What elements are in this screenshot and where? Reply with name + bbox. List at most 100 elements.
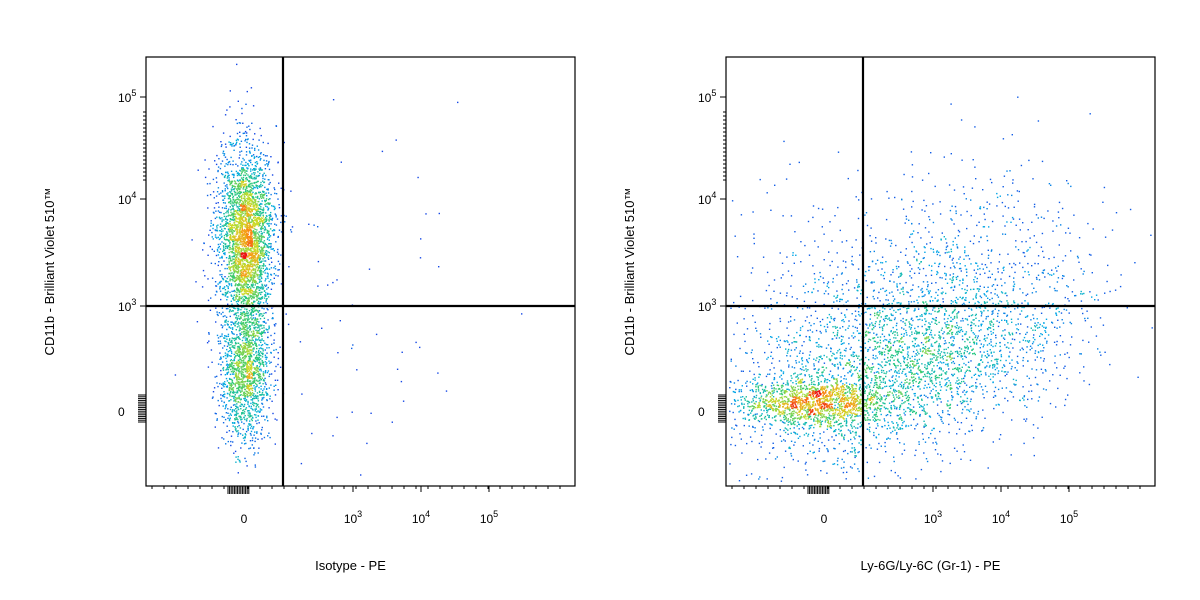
event-point (234, 362, 236, 365)
event-point (234, 419, 236, 421)
event-point (253, 241, 255, 243)
event-point (242, 234, 244, 236)
event-point (262, 350, 264, 352)
event-point (238, 222, 240, 225)
event-point (239, 296, 241, 298)
event-point (240, 391, 242, 394)
event-point (227, 175, 229, 177)
event-point (252, 200, 254, 202)
event-point (236, 426, 239, 428)
event-point (240, 388, 243, 390)
event-point (237, 472, 239, 474)
event-point (249, 232, 252, 234)
event-point (226, 232, 229, 234)
event-point (229, 242, 231, 244)
event-point (237, 430, 239, 432)
event-point (257, 329, 259, 332)
event-point (247, 312, 249, 314)
event-point (241, 248, 243, 250)
event-point (246, 250, 248, 252)
event-point (260, 235, 262, 237)
event-point (251, 302, 253, 304)
event-point (270, 267, 273, 269)
event-point (262, 361, 265, 363)
event-point (231, 260, 233, 262)
event-point (242, 325, 244, 327)
event-point (247, 314, 250, 317)
event-point (233, 368, 235, 371)
event-point (260, 280, 262, 283)
event-point (263, 252, 266, 255)
event-point (265, 160, 268, 162)
event-point (854, 401, 857, 403)
event-point (229, 201, 231, 203)
event-point (255, 216, 257, 219)
event-point (266, 399, 268, 401)
event-point (255, 379, 258, 382)
event-point (208, 333, 210, 335)
event-point (261, 429, 263, 431)
event-point (244, 236, 247, 238)
event-point (268, 387, 270, 389)
event-point (248, 412, 251, 414)
event-point (254, 270, 257, 273)
event-point (852, 393, 854, 396)
event-point (228, 415, 230, 417)
event-point (211, 397, 214, 399)
event-point (734, 403, 736, 405)
event-point (247, 272, 249, 274)
event-point (225, 308, 228, 310)
event-point (254, 372, 256, 374)
event-point (248, 310, 251, 312)
event-point (230, 238, 232, 241)
event-point (254, 263, 256, 266)
event-point (247, 376, 249, 378)
event-point (227, 286, 229, 288)
event-point (266, 393, 268, 395)
event-point (221, 235, 223, 237)
event-point (252, 409, 254, 411)
event-point (255, 408, 257, 410)
event-point (253, 381, 256, 384)
event-point (256, 244, 259, 246)
event-point (238, 195, 240, 197)
event-point (261, 426, 263, 429)
event-point (225, 364, 228, 366)
event-point (235, 301, 238, 303)
event-point (236, 336, 238, 338)
event-point (337, 352, 339, 354)
event-point (234, 418, 236, 420)
event-point (243, 290, 246, 293)
event-point (231, 303, 233, 305)
event-point (787, 421, 790, 423)
event-point (244, 368, 246, 370)
event-point (245, 370, 248, 372)
event-point (231, 346, 233, 348)
event-point (262, 389, 264, 392)
event-point (247, 190, 249, 193)
event-point (237, 374, 240, 376)
event-point (246, 207, 248, 210)
event-point (258, 255, 260, 257)
event-point (273, 273, 275, 275)
event-point (253, 242, 255, 244)
event-point (246, 222, 248, 224)
event-point (216, 311, 218, 313)
event-point (233, 395, 236, 398)
event-point (290, 231, 293, 233)
event-point (246, 363, 248, 366)
event-point (231, 295, 233, 297)
event-point (227, 192, 229, 194)
event-point (252, 394, 254, 397)
event-point (252, 382, 254, 384)
event-point (235, 139, 238, 142)
event-point (261, 347, 263, 350)
event-point (332, 99, 335, 101)
event-point (235, 369, 237, 371)
event-point (227, 324, 229, 326)
event-point (253, 372, 255, 374)
event-point (242, 239, 244, 241)
event-point (438, 212, 440, 215)
event-point (245, 312, 247, 314)
event-point (221, 387, 223, 389)
